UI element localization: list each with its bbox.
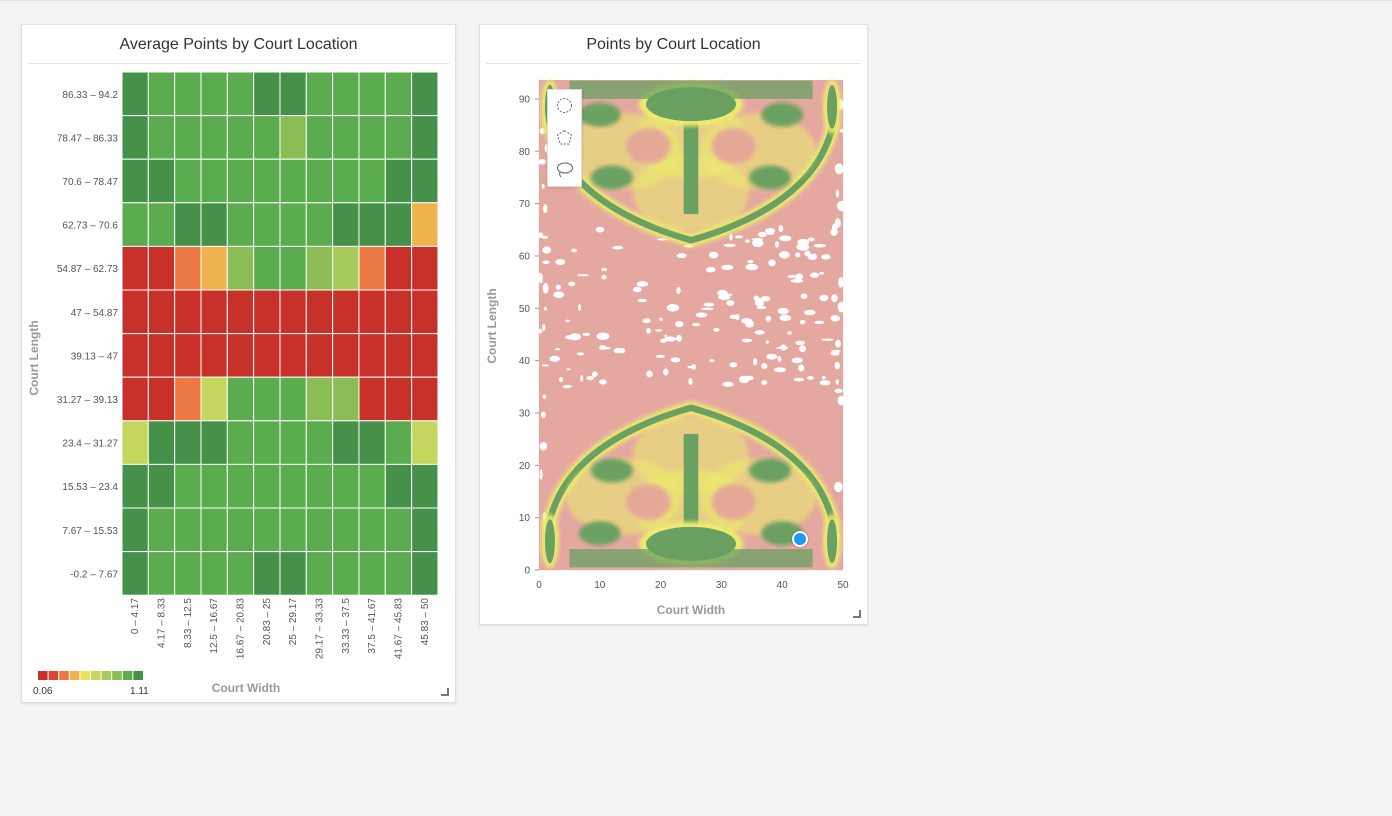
- heatmap-panel: Average Points by Court Location: [21, 24, 456, 703]
- lasso-select-icon: [557, 162, 573, 178]
- density-panel-title: Points by Court Location: [586, 36, 761, 53]
- resize-handle-icon[interactable]: [441, 688, 449, 696]
- selection-tool-menu: [547, 89, 582, 187]
- lasso-select-button[interactable]: [548, 154, 581, 186]
- density-panel: Points by Court Location: [479, 24, 868, 625]
- top-border: [0, 0, 1392, 1]
- circle-select-icon: [557, 98, 572, 113]
- highlighted-point[interactable]: [792, 530, 809, 547]
- heatmap-panel-title: Average Points by Court Location: [119, 36, 358, 53]
- polygon-select-button[interactable]: [548, 122, 581, 154]
- resize-handle-icon[interactable]: [853, 610, 861, 618]
- polygon-select-icon: [556, 129, 573, 145]
- panel-divider: [486, 63, 861, 64]
- panel-divider: [28, 63, 449, 64]
- circle-select-button[interactable]: [548, 90, 581, 122]
